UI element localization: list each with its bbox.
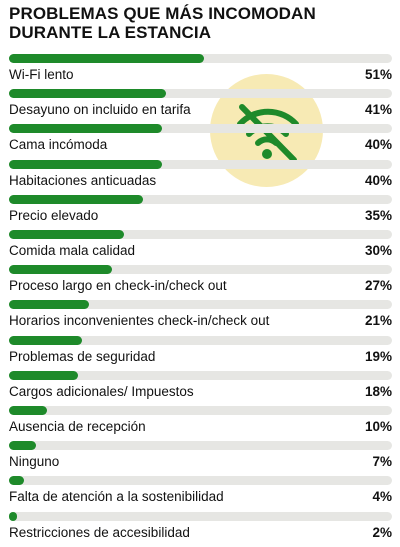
bar-row: Comida mala calidad 30%: [9, 230, 392, 265]
bar-track: [9, 511, 392, 521]
bar: [9, 124, 163, 134]
bar-row: Wi-Fi lento 51%: [9, 54, 392, 89]
bar: [9, 406, 48, 415]
wifi-off-icon-dot: [262, 149, 272, 159]
bar-row: Problemas de seguridad 19%: [9, 335, 392, 371]
bar-track: [9, 441, 392, 451]
bar-label: Restricciones de accesibilidad: [9, 524, 190, 540]
bar-track: [9, 370, 392, 380]
bar-label: Cama incómoda: [9, 137, 108, 153]
bar-label: Horarios inconvenientes check-in/check o…: [9, 313, 270, 329]
bar-label: Ninguno: [9, 454, 60, 470]
bar-track: [9, 265, 392, 275]
bar-label: Ausencia de recepción: [9, 419, 146, 434]
bar-row: Ninguno 7%: [9, 441, 392, 476]
bar: [9, 511, 17, 521]
bar-row: Ausencia de recepción 10%: [9, 406, 392, 441]
bar-row: Proceso largo en check-in/check out 27%: [9, 265, 392, 300]
bar-label: Problemas de seguridad: [9, 348, 156, 364]
bar: [9, 335, 82, 345]
bar-value-label: 40%: [364, 137, 392, 153]
bar-row: Desayuno on incluido en tarifa 41%: [9, 89, 392, 124]
bar-value-label: 27%: [364, 278, 392, 294]
bar-value-label: 4%: [372, 489, 392, 505]
bar-value-label: 2%: [372, 524, 392, 540]
bar-value-label: 40%: [364, 172, 392, 188]
bar-row: Horarios inconvenientes check-in/check o…: [9, 300, 392, 335]
bar-value-label: 21%: [364, 313, 392, 329]
bar: [9, 194, 144, 204]
bar-value-label: 18%: [364, 383, 392, 399]
bar: [9, 89, 167, 99]
bar: [9, 230, 124, 239]
bar: [9, 265, 113, 275]
bar-label: Desayuno on incluido en tarifa: [9, 102, 191, 118]
bar-row: Cama incómoda 40%: [9, 124, 392, 159]
bar-value-label: 10%: [364, 419, 392, 434]
bar-label: Proceso largo en check-in/check out: [9, 278, 227, 294]
bar-value-label: 7%: [372, 454, 392, 470]
bar-value-label: 51%: [364, 67, 392, 82]
bar-row: Precio elevado 35%: [9, 194, 392, 230]
bar-track: [9, 124, 392, 134]
bar-label: Cargos adicionales/ Impuestos: [9, 383, 194, 399]
bar-track: [9, 54, 392, 63]
bar-label: Falta de atención a la sostenibilidad: [9, 489, 224, 505]
bar-track: [9, 230, 392, 239]
bar-label: Habitaciones anticuadas: [9, 172, 157, 188]
bar: [9, 54, 205, 63]
bar-value-label: 19%: [364, 348, 392, 364]
bar: [9, 370, 78, 380]
bar-track: [9, 300, 392, 310]
bar-label: Precio elevado: [9, 207, 99, 223]
bar-label: Comida mala calidad: [9, 243, 136, 258]
bar-row: Restricciones de accesibilidad 2%: [9, 511, 392, 547]
bar-track: [9, 159, 392, 169]
bar-track: [9, 335, 392, 345]
bar-track: [9, 89, 392, 99]
bar-row: Falta de atención a la sostenibilidad 4%: [9, 476, 392, 511]
bar-row: Habitaciones anticuadas 40%: [9, 159, 392, 195]
bar: [9, 441, 36, 451]
bar-track: [9, 476, 392, 486]
bar-track: [9, 194, 392, 204]
bar: [9, 476, 25, 486]
bar: [9, 159, 163, 169]
bar-track: [9, 406, 392, 415]
bar: [9, 300, 90, 310]
bar-label: Wi-Fi lento: [9, 67, 74, 82]
chart-title: PROBLEMAS QUE MÁS INCOMODAN DURANTE LA E…: [9, 4, 316, 42]
bar-value-label: 41%: [364, 102, 392, 118]
bar-value-label: 35%: [364, 207, 392, 223]
bar-value-label: 30%: [364, 243, 392, 258]
bar-row: Cargos adicionales/ Impuestos 18%: [9, 370, 392, 406]
